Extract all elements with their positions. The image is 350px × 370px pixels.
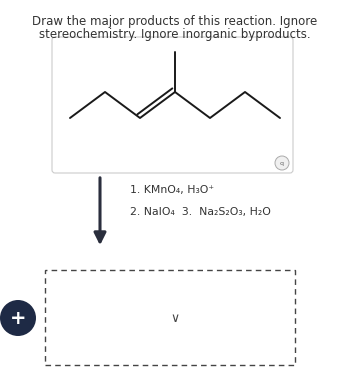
FancyBboxPatch shape: [52, 37, 293, 173]
Circle shape: [275, 156, 289, 170]
Bar: [45, 270, 295, 365]
Text: ∨: ∨: [170, 312, 180, 324]
Text: 1. KMnO₄, H₃O⁺: 1. KMnO₄, H₃O⁺: [130, 185, 214, 195]
Text: stereochemistry. Ignore inorganic byproducts.: stereochemistry. Ignore inorganic byprod…: [39, 28, 311, 41]
Text: 2. NaIO₄  3.  Na₂S₂O₃, H₂O: 2. NaIO₄ 3. Na₂S₂O₃, H₂O: [130, 207, 271, 217]
Text: q: q: [280, 161, 284, 165]
Text: Draw the major products of this reaction. Ignore: Draw the major products of this reaction…: [32, 15, 318, 28]
Text: +: +: [10, 309, 26, 327]
Circle shape: [0, 300, 36, 336]
